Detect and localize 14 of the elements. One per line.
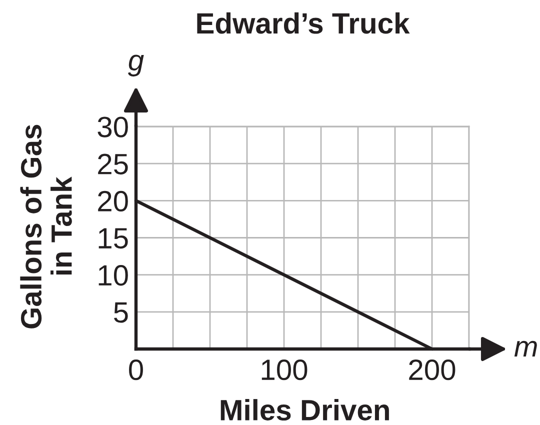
x-tick-label: 0 (129, 359, 143, 380)
y-tick-label: 5 (114, 302, 128, 323)
x-tick-label: 200 (409, 359, 456, 380)
x-tick-label: 100 (262, 359, 308, 380)
y-tick-label: 15 (98, 228, 128, 249)
text: m (514, 340, 537, 357)
y-tick-label: 25 (98, 154, 128, 174)
x-axis-title: Miles Driven (220, 399, 389, 420)
y-tick-label: 30 (98, 116, 128, 138)
y-tick-label: 20 (98, 190, 128, 212)
text: g (128, 54, 144, 76)
y-tick-label: 10 (98, 265, 128, 286)
y-axis-title: Gallons of Gas in Tank (20, 124, 72, 328)
chart-title: Edward’s Truck (197, 12, 410, 34)
